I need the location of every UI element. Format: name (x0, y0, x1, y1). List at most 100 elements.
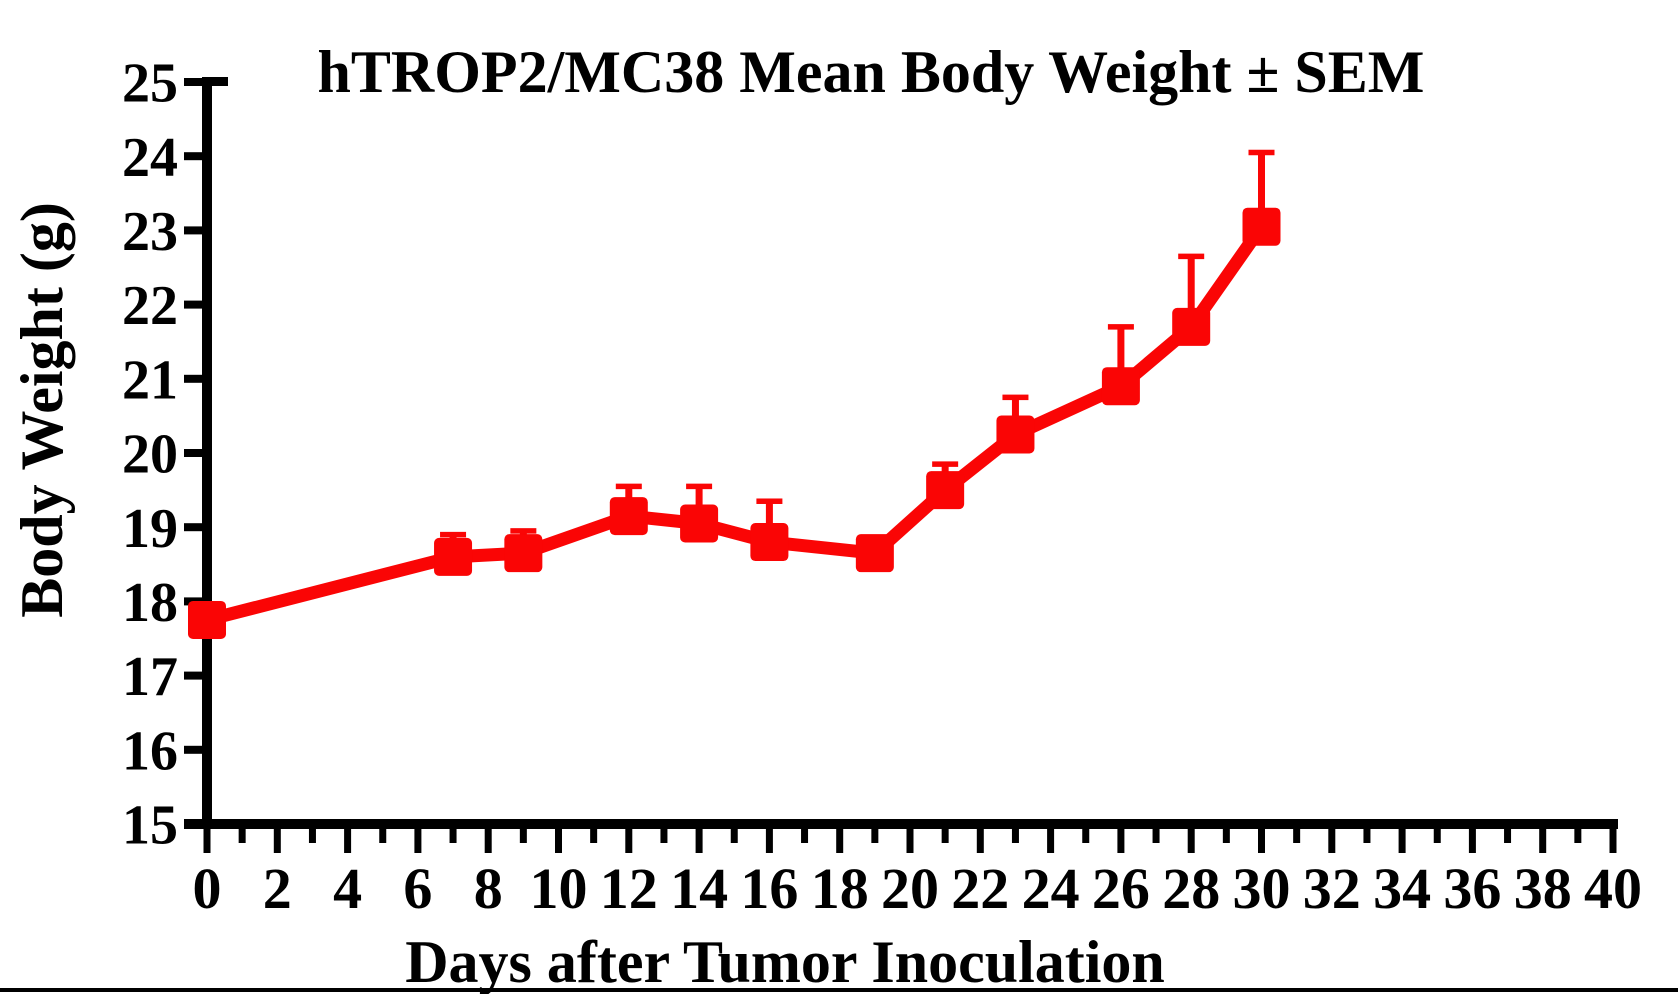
x-axis-title: Days after Tumor Inoculation (405, 929, 1165, 994)
x-tick-major (555, 829, 562, 853)
chart-title: hTROP2/MC38 Mean Body Weight ± SEM (317, 39, 1425, 105)
x-tick-minor (308, 829, 316, 843)
x-tick-label: 14 (670, 856, 728, 921)
x-tick-label: 26 (1092, 856, 1150, 921)
x-axis-line (184, 819, 1618, 829)
y-tick (184, 671, 202, 680)
y-tick-label: 22 (122, 275, 178, 337)
x-tick-minor (379, 829, 387, 843)
x-tick-major (1328, 829, 1336, 853)
x-tick-major (414, 829, 422, 853)
x-tick-label: 32 (1303, 856, 1361, 921)
data-point-marker (855, 534, 894, 573)
x-tick-minor (660, 829, 668, 843)
y-axis-line (202, 77, 212, 829)
x-tick-label: 24 (1022, 856, 1080, 921)
x-tick-major (836, 829, 844, 853)
x-tick-minor (1504, 829, 1512, 843)
data-point-marker (609, 497, 648, 536)
x-tick-major (484, 829, 492, 853)
y-tick (184, 152, 202, 161)
data-point-marker (1242, 207, 1281, 246)
error-bar-cap (686, 483, 713, 490)
x-tick-major (1047, 829, 1055, 853)
x-tick-major (906, 829, 914, 853)
error-bar-cap (1002, 394, 1029, 401)
x-tick-minor (1222, 829, 1230, 843)
x-tick-label: 28 (1162, 856, 1220, 921)
x-tick-minor (449, 829, 457, 843)
x-tick-label: 0 (193, 856, 222, 921)
x-tick-label: 10 (530, 856, 588, 921)
error-bar-cap (1248, 149, 1275, 156)
axis-corner-stub (207, 77, 228, 86)
error-bar-cap (756, 498, 783, 504)
y-tick-label: 25 (122, 53, 178, 115)
x-tick-minor (1293, 829, 1301, 843)
y-axis-title: Body Weight (g) (9, 202, 75, 618)
x-tick-major (1398, 829, 1406, 853)
x-tick-minor (1011, 829, 1019, 843)
data-point-marker (996, 415, 1035, 454)
x-tick-label: 12 (600, 856, 658, 921)
x-tick-minor (590, 829, 598, 843)
y-tick-label: 24 (122, 127, 178, 189)
y-tick-label: 21 (122, 349, 178, 411)
x-tick-label: 2 (263, 856, 292, 921)
x-tick-label: 40 (1584, 856, 1642, 921)
bottom-border (0, 988, 1678, 992)
y-tick-label: 19 (122, 498, 178, 560)
y-tick (184, 449, 202, 457)
error-bar-cap (440, 531, 467, 538)
x-tick-major (1117, 829, 1125, 853)
x-tick-major (1187, 829, 1195, 853)
error-bar-cap (932, 461, 959, 467)
x-tick-minor (238, 829, 246, 843)
error-bar-cap (615, 483, 642, 490)
x-tick-major (765, 829, 773, 853)
x-tick-major (695, 829, 703, 853)
x-tick-minor (1574, 829, 1582, 843)
x-tick-major (1539, 829, 1547, 853)
y-tick-label: 20 (122, 424, 178, 486)
data-point-marker (680, 504, 719, 543)
x-tick-label: 6 (403, 856, 432, 921)
y-tick (184, 78, 202, 86)
x-tick-major (1468, 829, 1476, 853)
x-tick-label: 30 (1233, 856, 1291, 921)
y-tick (184, 300, 202, 309)
error-bar-stem (1117, 326, 1125, 387)
error-bar-stem (1187, 256, 1195, 327)
y-tick-label: 15 (122, 795, 178, 857)
x-tick-minor (519, 829, 527, 843)
x-tick-minor (1152, 829, 1160, 843)
x-tick-major (1609, 829, 1617, 853)
x-tick-label: 20 (881, 856, 939, 921)
data-point-marker (750, 523, 789, 562)
x-tick-major (344, 829, 352, 853)
y-tick (184, 226, 202, 235)
data-point-marker (504, 534, 543, 573)
x-tick-minor (871, 829, 879, 843)
x-tick-minor (1433, 829, 1441, 843)
x-tick-label: 18 (811, 856, 869, 921)
x-tick-label: 34 (1373, 856, 1431, 921)
series-line (205, 222, 1267, 627)
y-tick-label: 18 (122, 572, 178, 634)
x-tick-minor (941, 829, 949, 843)
y-tick (184, 745, 202, 754)
data-point-marker (188, 600, 226, 639)
x-tick-label: 4 (333, 856, 362, 921)
x-tick-label: 36 (1443, 856, 1501, 921)
data-point-marker (434, 537, 473, 576)
x-tick-minor (730, 829, 738, 843)
x-tick-major (273, 829, 281, 853)
y-tick-label: 17 (122, 646, 178, 708)
x-tick-minor (1082, 829, 1090, 843)
x-tick-label: 16 (740, 856, 798, 921)
x-tick-label: 22 (951, 856, 1009, 921)
y-tick (184, 523, 202, 532)
data-point-marker (926, 471, 965, 510)
